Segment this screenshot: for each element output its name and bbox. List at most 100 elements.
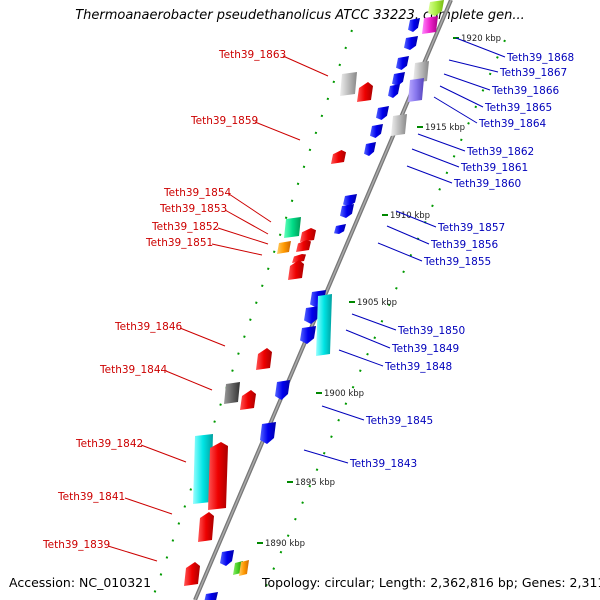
gene-feature [277, 241, 291, 254]
tick-label: 1895 kbp [295, 478, 335, 488]
gene-label-right: Teth39_1865 [484, 102, 552, 114]
label-leader [179, 327, 226, 347]
gene-feature [413, 61, 429, 83]
label-leader [107, 545, 158, 562]
gene-feature [392, 72, 405, 86]
gene-feature [388, 84, 400, 98]
label-leader [386, 225, 430, 245]
label-leader [448, 59, 499, 73]
gene-label-left: Teth39_1863 [218, 49, 286, 61]
label-leader [211, 243, 263, 256]
gene-feature [198, 512, 214, 542]
gene-feature [396, 56, 409, 70]
gene-feature [300, 326, 316, 344]
gene-label-left: Teth39_1853 [159, 203, 227, 215]
gene-feature [340, 204, 354, 218]
gene-feature [292, 254, 306, 263]
gene-feature [316, 294, 332, 356]
label-leader [165, 370, 213, 391]
gene-label-left: Teth39_1841 [57, 491, 125, 503]
gene-feature [220, 550, 234, 566]
tick-label: 1900 kbp [324, 389, 364, 399]
gene-label-left: Teth39_1846 [114, 321, 183, 333]
label-leader [224, 209, 269, 235]
gene-feature [428, 0, 444, 16]
gene-feature [193, 434, 213, 504]
gene-feature [260, 422, 276, 444]
gene-feature [304, 306, 320, 324]
tick-label: 1910 kbp [390, 211, 430, 221]
label-leader [303, 449, 349, 464]
label-leader [217, 227, 269, 245]
gene-label-left: Teth39_1839 [42, 539, 110, 551]
gene-feature [284, 217, 301, 238]
gene-label-right: Teth39_1855 [423, 256, 491, 268]
map-title: Thermoanaerobacter pseudethanolicus ATCC… [75, 8, 525, 23]
gene-label-right: Teth39_1866 [491, 85, 560, 97]
gene-feature [204, 592, 218, 600]
gene-feature [275, 380, 290, 400]
tick-label: 1905 kbp [357, 298, 397, 308]
label-leader [254, 121, 301, 141]
label-leader [282, 55, 329, 77]
gene-feature [334, 224, 346, 234]
gene-feature [422, 16, 438, 34]
gene-label-right: Teth39_1862 [466, 146, 534, 158]
gene-feature [343, 194, 357, 206]
label-leader [338, 349, 384, 367]
gene-label-left: Teth39_1851 [145, 237, 213, 249]
tick-label: 1890 kbp [265, 539, 305, 549]
gene-label-left: Teth39_1854 [163, 187, 232, 199]
gene-feature [296, 240, 311, 252]
gene-feature [340, 72, 357, 96]
topology-text: Topology: circular; Length: 2,362,816 bp… [262, 575, 600, 590]
gene-feature [288, 260, 304, 280]
gene-feature [239, 560, 249, 576]
gene-feature [256, 348, 272, 370]
gene-features [184, 0, 444, 600]
label-leader [345, 329, 391, 349]
label-leader [443, 73, 491, 91]
gene-feature [300, 228, 316, 242]
gene-label-right: Teth39_1864 [478, 118, 547, 130]
label-leader [351, 313, 397, 331]
gene-feature [404, 36, 418, 50]
tick-marks: 1920 kbp 1915 kbp 1910 kbp 1905 kbp 1900 kbp… [257, 34, 501, 549]
gene-label-left: Teth39_1852 [151, 221, 219, 233]
label-leaders [107, 37, 506, 562]
gene-label-right: Teth39_1861 [460, 162, 528, 174]
gene-label-right: Teth39_1849 [391, 343, 459, 355]
tick-label: 1915 kbp [425, 123, 465, 133]
gene-label-right: Teth39_1860 [453, 178, 521, 190]
gene-label-left: Teth39_1844 [99, 364, 168, 376]
label-leader [124, 497, 173, 515]
gene-label-right: Teth39_1857 [437, 222, 505, 234]
gene-label-right: Teth39_1867 [499, 67, 567, 79]
gene-labels: Teth39_1863 Teth39_1859 Teth39_1854 Teth39_… [42, 49, 574, 551]
gene-feature [408, 78, 424, 102]
gene-feature [408, 18, 420, 32]
gene-label-right: Teth39_1850 [397, 325, 465, 337]
gene-label-right: Teth39_1843 [349, 458, 417, 470]
tick-label: 1920 kbp [461, 34, 501, 44]
gene-feature [208, 442, 228, 510]
accession-text: Accession: NC_010321 [9, 575, 152, 590]
gene-label-right: Teth39_1848 [384, 361, 452, 373]
gene-feature [331, 150, 346, 164]
label-leader [417, 133, 466, 152]
gene-feature [240, 390, 256, 410]
gene-feature [364, 142, 376, 156]
gene-feature [184, 562, 200, 586]
label-leader [377, 242, 423, 262]
gene-feature [357, 82, 373, 102]
label-leader [439, 85, 484, 108]
label-leader [321, 405, 365, 421]
gene-label-right: Teth39_1868 [506, 52, 574, 64]
label-leader [140, 444, 187, 463]
gene-feature [391, 114, 407, 136]
gene-feature [224, 382, 240, 404]
gene-feature [370, 124, 383, 138]
gene-feature [376, 106, 389, 120]
label-leader [411, 148, 460, 168]
